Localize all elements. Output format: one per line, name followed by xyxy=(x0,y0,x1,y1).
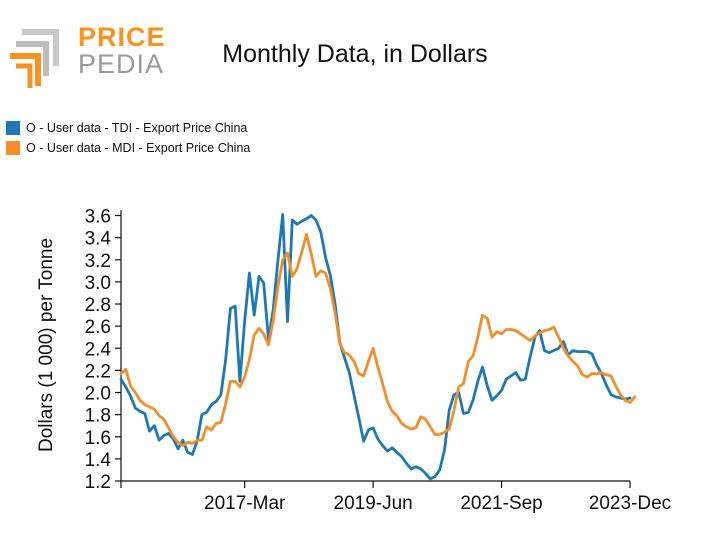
x-tick-label: 2017-Mar xyxy=(204,493,286,514)
series-line-mdi[interactable] xyxy=(119,232,637,448)
legend: O - User data - TDI - Export Price China… xyxy=(6,118,250,158)
y-tick-label: 3.2 xyxy=(85,251,111,272)
legend-swatch-tdi xyxy=(6,121,20,135)
y-axis: 1.21.41.61.82.02.22.42.62.83.03.23.43.6 xyxy=(85,207,122,493)
x-tick-label: 2021-Sep xyxy=(460,493,542,514)
logo-word-pedia: PEDIA xyxy=(78,49,165,79)
legend-swatch-mdi xyxy=(6,141,20,155)
y-tick-label: 1.8 xyxy=(85,406,111,427)
y-tick-label: 3.0 xyxy=(85,273,111,294)
y-tick-label: 1.6 xyxy=(85,428,111,449)
series-layer xyxy=(119,212,637,481)
y-tick-label: 3.4 xyxy=(85,229,112,250)
y-tick-label: 2.0 xyxy=(85,384,111,405)
logo-mark-icon xyxy=(10,29,59,88)
series-line-tdi[interactable] xyxy=(119,212,632,481)
logo-word-price: PRICE xyxy=(78,22,166,52)
y-axis-title: Dollars (1 000) per Tonne xyxy=(36,238,57,452)
legend-item-mdi[interactable]: O - User data - MDI - Export Price China xyxy=(6,138,250,158)
x-axis: 2017-Mar 2019-Jun 2021-Sep 2023-Dec xyxy=(120,480,671,514)
y-tick-label: 2.8 xyxy=(85,295,111,316)
pricepedia-logo: PRICE PEDIA xyxy=(8,20,168,92)
legend-label-tdi: O - User data - TDI - Export Price China xyxy=(26,121,248,135)
y-tick-label: 1.4 xyxy=(85,450,112,471)
x-tick-label: 2023-Dec xyxy=(589,493,671,514)
y-tick-label: 2.4 xyxy=(85,339,112,360)
y-tick-label: 3.6 xyxy=(85,207,111,228)
legend-label-mdi: O - User data - MDI - Export Price China xyxy=(26,141,251,155)
x-tick-label: 2019-Jun xyxy=(334,493,413,514)
y-tick-label: 2.6 xyxy=(85,317,111,338)
chart-title: Monthly Data, in Dollars xyxy=(222,40,488,68)
y-tick-label: 1.2 xyxy=(85,472,111,493)
y-tick-label: 2.2 xyxy=(85,361,111,382)
legend-item-tdi[interactable]: O - User data - TDI - Export Price China xyxy=(6,118,250,138)
